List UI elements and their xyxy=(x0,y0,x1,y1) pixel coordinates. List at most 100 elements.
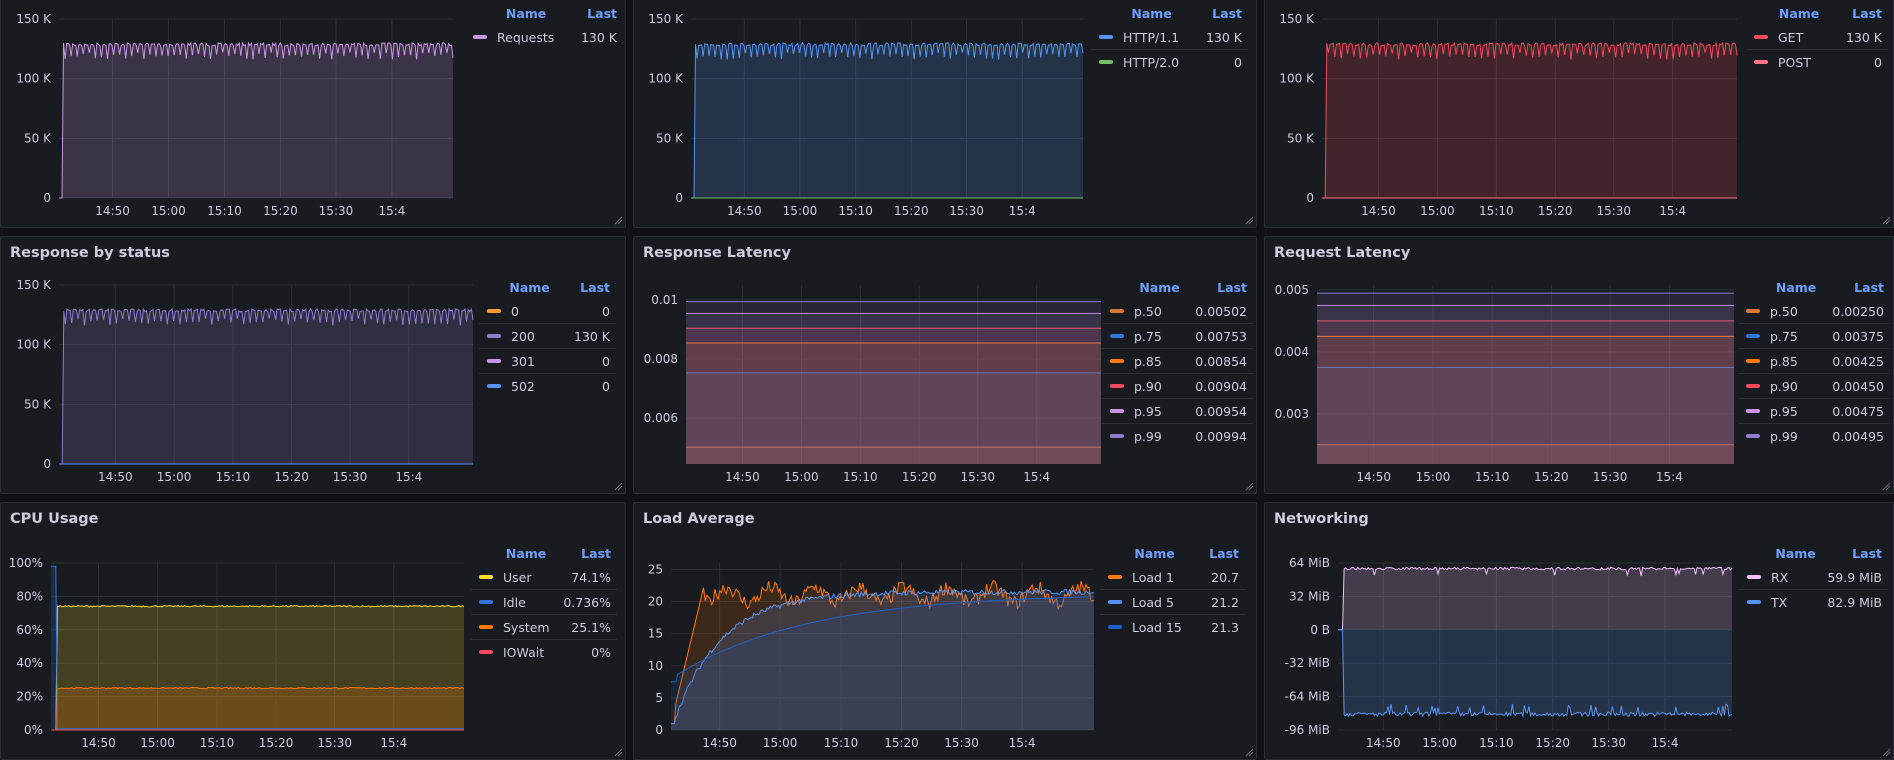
series-line-200 xyxy=(59,307,474,465)
legend-header-name[interactable]: Name xyxy=(1775,279,1817,295)
resize-handle-icon[interactable] xyxy=(613,481,623,491)
resize-handle-icon[interactable] xyxy=(1244,747,1254,757)
legend-item[interactable]: p.75 0.00753 xyxy=(1102,323,1253,348)
panel-title[interactable]: CPU Usage xyxy=(10,511,99,527)
legend-item[interactable]: HTTP/1.1 130 K xyxy=(1091,25,1248,49)
legend-header-last[interactable]: Last xyxy=(1854,279,1884,295)
legend-header-last[interactable]: Last xyxy=(1852,5,1882,21)
legend-header-name[interactable]: Name xyxy=(1778,5,1820,21)
resize-handle-icon[interactable] xyxy=(613,215,623,225)
series-area-p-95 xyxy=(686,313,1101,464)
legend-header-name[interactable]: Name xyxy=(1139,279,1180,295)
legend-item[interactable]: Load 15 21.3 xyxy=(1100,614,1245,639)
legend-item-name: POST xyxy=(1746,55,1874,70)
legend-color-swatch xyxy=(1110,359,1124,363)
x-tick-label: 15:00 xyxy=(157,470,192,484)
panel-networking[interactable]: Networking -96 MiB -64 MiB -32 MiB 0 B 32 MiB… xyxy=(1264,502,1894,760)
legend-item[interactable]: 200 130 K xyxy=(479,323,616,348)
legend-header-name[interactable]: Name xyxy=(505,5,547,21)
panel-load-average[interactable]: Load Average 0 5 10 15 20 25 14:50 15:00 15:10 15:… xyxy=(633,502,1257,760)
legend-item[interactable]: Idle 0.736% xyxy=(471,589,617,614)
y-tick-label: 0 xyxy=(1306,191,1314,205)
x-tick-label: 15:4 xyxy=(378,204,405,218)
y-tick-label: 64 MiB xyxy=(1289,556,1330,570)
legend-header-name[interactable]: Name xyxy=(1131,5,1172,21)
legend-item[interactable]: System 25.1% xyxy=(471,614,617,639)
y-tick-label: 0.01 xyxy=(651,293,678,307)
legend-header-last[interactable]: Last xyxy=(1852,545,1882,561)
x-tick-label: 15:00 xyxy=(1416,470,1451,484)
legend-item[interactable]: p.75 0.00375 xyxy=(1738,323,1890,348)
legend-item[interactable]: p.90 0.00450 xyxy=(1738,373,1890,398)
y-tick-label: -64 MiB xyxy=(1285,690,1330,704)
legend-item[interactable]: p.50 0.00250 xyxy=(1738,299,1890,323)
legend-item[interactable]: p.99 0.00994 xyxy=(1102,423,1253,448)
legend-item[interactable]: p.85 0.00854 xyxy=(1102,348,1253,373)
legend-item[interactable]: Load 5 21.2 xyxy=(1100,589,1245,614)
resize-handle-icon[interactable] xyxy=(613,747,623,757)
panel-cpu-usage[interactable]: CPU Usage 0% 20% 40% 60% 80% 100% 14:50 15:00 15:… xyxy=(0,502,626,760)
legend-item-name: GET xyxy=(1746,30,1846,45)
y-tick-label: 25 xyxy=(648,562,663,576)
legend-color-swatch xyxy=(487,359,501,363)
legend-item[interactable]: 502 0 xyxy=(479,373,616,398)
legend-item-label: p.85 xyxy=(1134,353,1162,369)
panel-title[interactable]: Networking xyxy=(1274,511,1369,527)
legend-header-name[interactable]: Name xyxy=(509,279,550,295)
legend-item[interactable]: Load 1 20.7 xyxy=(1100,565,1245,589)
y-tick-label: 40% xyxy=(16,656,43,670)
legend-header-last[interactable]: Last xyxy=(1209,545,1239,561)
legend-item[interactable]: Requests 130 K xyxy=(465,25,623,49)
panel-response-by-status[interactable]: Response by status 0 50 K 100 K 150 K 14:50 15… xyxy=(0,236,626,494)
panel-title[interactable]: Response by status xyxy=(10,245,170,261)
legend-item-last-value: 0.00250 xyxy=(1832,303,1884,319)
resize-handle-icon[interactable] xyxy=(1244,215,1254,225)
legend-item-last-value: 0 xyxy=(602,378,610,394)
legend-header-name[interactable]: Name xyxy=(505,545,547,561)
x-tick-label: 15:4 xyxy=(1009,736,1036,750)
legend-item[interactable]: p.85 0.00425 xyxy=(1738,348,1890,373)
legend-item[interactable]: 301 0 xyxy=(479,348,616,373)
legend-item[interactable]: p.95 0.00475 xyxy=(1738,398,1890,423)
panel-request-latency[interactable]: Request Latency 0.003 0.004 0.005 14:50 15:00… xyxy=(1264,236,1894,494)
legend-header-last[interactable]: Last xyxy=(580,279,610,295)
resize-handle-icon[interactable] xyxy=(1881,747,1891,757)
legend-item[interactable]: p.99 0.00495 xyxy=(1738,423,1890,448)
resize-handle-icon[interactable] xyxy=(1244,481,1254,491)
resize-handle-icon[interactable] xyxy=(1881,215,1891,225)
legend-item[interactable]: TX 82.9 MiB xyxy=(1739,589,1888,614)
legend-header-last[interactable]: Last xyxy=(581,545,611,561)
panel-title[interactable]: Request Latency xyxy=(1274,245,1411,261)
legend-item[interactable]: p.90 0.00904 xyxy=(1102,373,1253,398)
legend-header-last[interactable]: Last xyxy=(587,5,617,21)
legend-item-label: p.90 xyxy=(1770,378,1798,394)
legend-header-last[interactable]: Last xyxy=(1212,5,1242,21)
chart-networking: -96 MiB -64 MiB -32 MiB 0 B 32 MiB 64 MiB 14:5… xyxy=(1285,556,1733,750)
legend-item[interactable]: IOWait 0% xyxy=(471,639,617,664)
chart-response-by-status: 0 50 K 100 K 150 K 14:50 15:00 15:10 15:20 15:30… xyxy=(16,278,474,484)
legend-item[interactable]: RX 59.9 MiB xyxy=(1739,565,1888,589)
legend-item[interactable]: POST 0 xyxy=(1746,49,1888,74)
chart-http-method: 0 50 K 100 K 150 K 14:50 15:00 15:10 15:20 15:30… xyxy=(1279,12,1738,218)
panel-http-version[interactable]: 0 50 K 100 K 150 K 14:50 15:00 15:10 15:20 15:30… xyxy=(633,0,1257,228)
legend-item-label: p.99 xyxy=(1134,428,1162,444)
resize-handle-icon[interactable] xyxy=(1881,481,1891,491)
panel-response-latency[interactable]: Response Latency 0.006 0.008 0.01 14:50 15:00… xyxy=(633,236,1257,494)
legend-item[interactable]: p.95 0.00954 xyxy=(1102,398,1253,423)
panel-title[interactable]: Load Average xyxy=(643,511,755,527)
panel-title[interactable]: Response Latency xyxy=(643,245,791,261)
y-tick-label: 20 xyxy=(648,595,663,609)
legend-header-name[interactable]: Name xyxy=(1775,545,1816,561)
x-tick-label: 15:10 xyxy=(843,470,878,484)
legend-item[interactable]: User 74.1% xyxy=(471,565,617,589)
y-tick-label: 150 K xyxy=(1279,12,1315,26)
legend-item[interactable]: p.50 0.00502 xyxy=(1102,299,1253,323)
legend-item[interactable]: GET 130 K xyxy=(1746,25,1888,49)
legend-header-last[interactable]: Last xyxy=(1217,279,1247,295)
legend-color-swatch xyxy=(487,309,501,313)
legend-item[interactable]: HTTP/2.0 0 xyxy=(1091,49,1248,74)
panel-requests[interactable]: 0 50 K 100 K 150 K 14:50 15:00 15:10 15:20 15:30… xyxy=(0,0,626,228)
panel-http-method[interactable]: 0 50 K 100 K 150 K 14:50 15:00 15:10 15:20 15:30… xyxy=(1264,0,1894,228)
legend-header-name[interactable]: Name xyxy=(1134,545,1175,561)
